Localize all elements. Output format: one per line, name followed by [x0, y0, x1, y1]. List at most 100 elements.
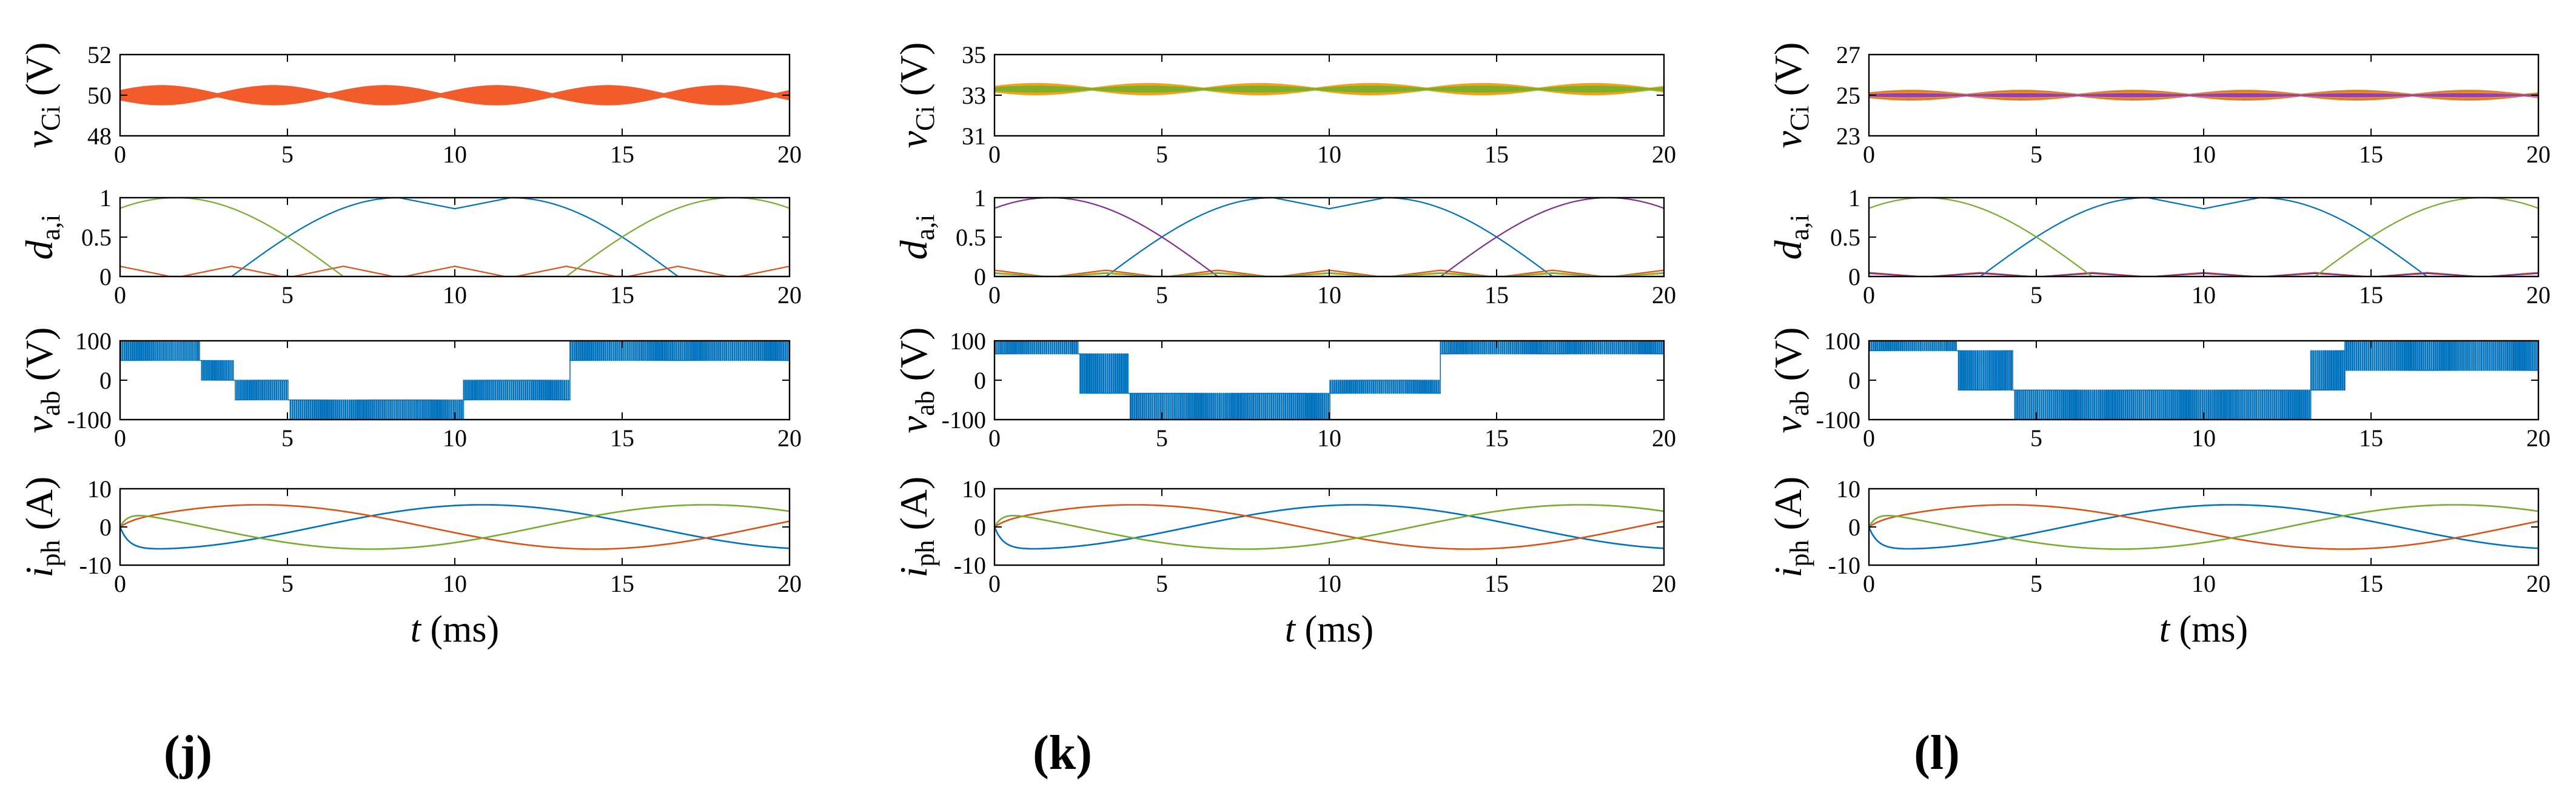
- panel-l-sub2-plot-area: [1869, 198, 2538, 277]
- panel-j-sub4-series-ia: [120, 504, 790, 550]
- panel-k-sub2-ylabel: da,i: [892, 215, 940, 260]
- panel-l-sub3-ytick-label: -100: [1816, 406, 1860, 434]
- panel-k-sub4-ytick-label: -10: [954, 552, 986, 579]
- panel-j-sub2-xtick-label: 0: [114, 281, 126, 309]
- panel-l-sub1-ylabel: vCi (V): [1766, 42, 1814, 149]
- panel-j-sub1-xtick-label: 15: [610, 141, 634, 168]
- panel-j-sub2-ylabel: da,i: [18, 215, 65, 260]
- panel-l-sub2-series-da1: [1869, 198, 2538, 277]
- panel-l-sub4-ytick-label: 10: [1836, 475, 1860, 503]
- panel-l-sub3-series-vab: [1869, 341, 2538, 420]
- panel-j-sub2-xtick-label: 20: [777, 281, 802, 309]
- panel-k-sub4-ytick-label: 10: [962, 475, 986, 503]
- panel-j-sub2: 0 5 10 15 20 0 0.5 1 da,i: [18, 184, 802, 309]
- panel-k-sub2-xtick-label: 20: [1652, 281, 1676, 309]
- panel-j-sub4-ytick-label: -10: [79, 552, 112, 579]
- panel-l-sub2-ytick-label: 1: [1848, 184, 1860, 212]
- panel-j-sub1: 0 5 10 15 20 48 50 52 vCi (V): [18, 41, 802, 168]
- panel-l-sub1-ytick-label: 25: [1836, 82, 1860, 109]
- panel-l-sub4-xtick-label: 20: [2526, 570, 2551, 597]
- panel-l-sub1: 0 5 10 15 20 23 25 27 vCi (V): [1766, 41, 2551, 168]
- panel-k-sub2-series-da1: [995, 198, 1664, 277]
- panel-l-sub4-xtick-label: 0: [1863, 570, 1875, 597]
- panel-k-sub1-ytick-label: 33: [962, 82, 986, 109]
- panel-l-sub2-series-da4: [1869, 198, 2538, 277]
- panel-k-sub2-xtick-label: 15: [1484, 281, 1509, 309]
- panel-l-sub4-plot-area: [1869, 504, 2538, 550]
- panel-0-xlabel: t (ms): [411, 609, 499, 650]
- panel-j-sub4-series-ib: [120, 504, 790, 550]
- panel-k-sub3-series-vab: [995, 341, 1664, 420]
- panel-l-sub1-xtick-label: 5: [2030, 141, 2042, 168]
- panel-k-sub1-xtick-label: 10: [1317, 141, 1341, 168]
- panel-k-sub3-ytick-label: 100: [950, 327, 986, 355]
- panel-k-sub4-series-ib: [995, 504, 1664, 550]
- panel-j-sub3-ytick-label: 100: [75, 327, 112, 355]
- panel-k-sub4-xtick-label: 5: [1156, 570, 1168, 597]
- panel-k-sub1-xtick-label: 5: [1156, 141, 1168, 168]
- panel-k-sub4-series-ia: [995, 504, 1664, 550]
- panel-j-sub2-ytick-label: 0: [99, 263, 112, 290]
- panel-label: (k): [1033, 726, 1092, 780]
- panel-k-sub4-ytick-label: 0: [974, 514, 986, 541]
- panel-k-sub4-ylabel: iph (A): [892, 477, 940, 578]
- panel-j-sub3-plot-area: [120, 341, 790, 420]
- panel-l-sub3-xtick-label: 0: [1863, 424, 1875, 452]
- panel-j-sub2-series-da2: [120, 266, 790, 277]
- panel-j-sub4-plot-area: [120, 504, 790, 550]
- panel-l-sub4-ytick-label: 0: [1848, 514, 1860, 541]
- panel-k-sub3-xtick-label: 0: [988, 424, 1001, 452]
- panel-k-sub3-xtick-label: 20: [1652, 424, 1676, 452]
- panel-l-sub1-plot-area: [1869, 90, 2538, 101]
- panel-l-sub3-plot-area: [1869, 341, 2538, 420]
- panel-k-sub4-xtick-label: 15: [1484, 570, 1509, 597]
- panel-k-sub3-xtick-label: 15: [1484, 424, 1509, 452]
- panel-j-sub4-ytick-label: 0: [99, 514, 112, 541]
- panel-j-sub2-series-da3: [120, 198, 790, 277]
- panel-j-sub1-xtick-label: 10: [443, 141, 467, 168]
- panel-j-sub1-ylabel: vCi (V): [18, 42, 65, 149]
- panel-k-sub3-ytick-label: 0: [974, 367, 986, 394]
- panel-l-sub1-xtick-label: 20: [2526, 141, 2551, 168]
- panel-l-sub4-xtick-label: 15: [2359, 570, 2383, 597]
- panel-l-sub4-ytick-label: -10: [1828, 552, 1860, 579]
- panel-k-sub1-xtick-label: 15: [1484, 141, 1509, 168]
- panel-l-sub2-axes-box: [1868, 196, 2540, 278]
- panel-l-sub1-xtick-label: 0: [1863, 141, 1875, 168]
- panel-l-sub1-xtick-label: 15: [2359, 141, 2383, 168]
- panel-j-sub1-xtick-label: 5: [281, 141, 293, 168]
- panel-j-sub4-xtick-label: 15: [610, 570, 634, 597]
- panel-j-sub3-xtick-label: 10: [443, 424, 467, 452]
- panel-l-sub1-xtick-label: 10: [2192, 141, 2216, 168]
- panel-k-sub3-ylabel: vab (V): [892, 327, 940, 434]
- panel-j-sub4-xtick-label: 10: [443, 570, 467, 597]
- panel-j-sub2-plot-area: [120, 198, 790, 277]
- panel-k-sub1-ytick-label: 35: [962, 41, 986, 69]
- panel-j-sub3-ytick-label: 0: [99, 367, 112, 394]
- panel-k-sub1: 0 5 10 15 20 31 33 35 vCi (V): [892, 41, 1676, 168]
- panel-k-sub2-plot-area: [995, 198, 1664, 277]
- panel-k-sub4-axes-box: [993, 488, 1665, 566]
- panel-j-sub4-ytick-label: 10: [87, 475, 112, 503]
- panel-l-sub1-ytick-label: 27: [1836, 41, 1860, 69]
- panel-k-sub2-ytick-label: 1: [974, 184, 986, 212]
- panel-l-sub1-ytick-label: 23: [1836, 122, 1860, 150]
- panel-l-sub3-ytick-label: 100: [1824, 327, 1860, 355]
- panel-l-sub4-xtick-label: 10: [2192, 570, 2216, 597]
- panel-j-sub2-xtick-label: 5: [281, 281, 293, 309]
- panel-j-sub1-xtick-label: 0: [114, 141, 126, 168]
- panel-j-sub3-ylabel: vab (V): [18, 327, 65, 434]
- panel-l-sub3-xtick-label: 15: [2359, 424, 2383, 452]
- panel-l-sub2-xtick-label: 10: [2192, 281, 2216, 309]
- panel-label: (l): [1914, 726, 1960, 780]
- panel-l-sub2-xtick-label: 20: [2526, 281, 2551, 309]
- panel-j-sub2-xtick-label: 10: [443, 281, 467, 309]
- panel-j-sub1-ytick-label: 50: [87, 82, 112, 109]
- panel-l-sub2-xtick-label: 0: [1863, 281, 1875, 309]
- panel-l-sub4-xtick-label: 5: [2030, 570, 2042, 597]
- panel-l-sub4-series-ia: [1869, 504, 2538, 550]
